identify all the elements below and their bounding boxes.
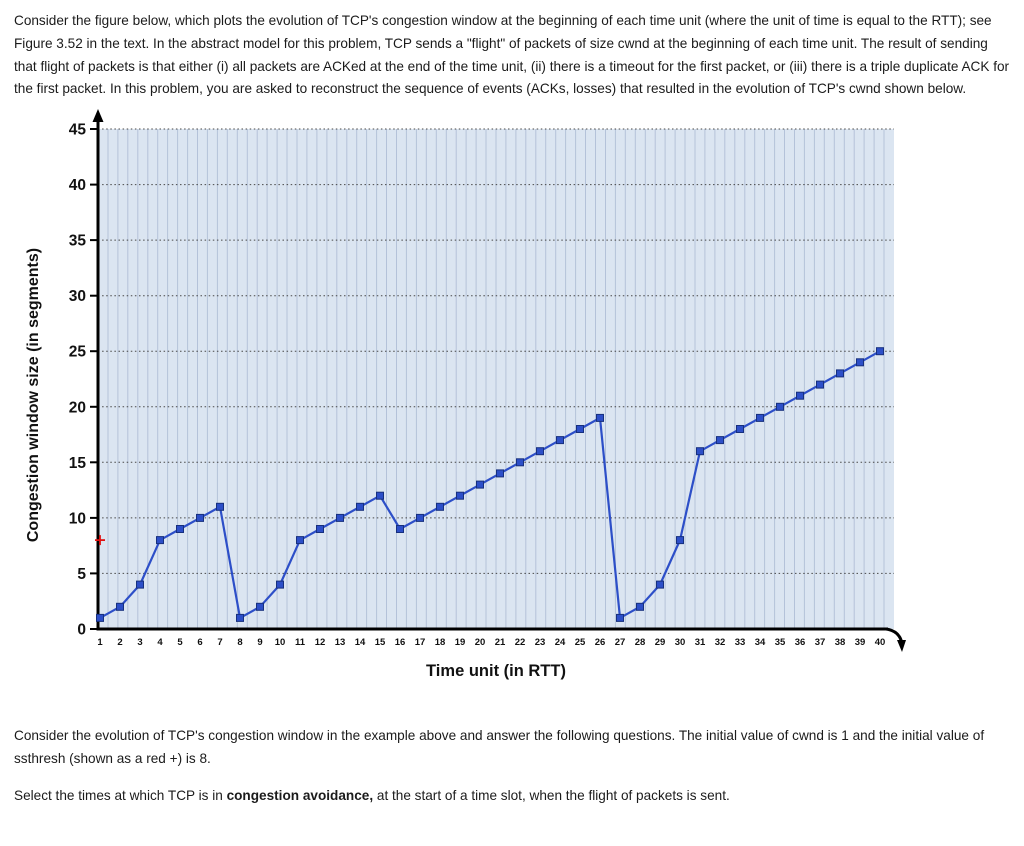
svg-text:21: 21 [495,637,506,648]
x-axis-arrowhead [897,640,906,653]
question-page: Consider the figure below, which plots t… [0,10,1024,808]
svg-text:32: 32 [715,637,726,648]
svg-text:30: 30 [69,289,86,306]
y-tick-labels: 0 5 10 15 20 25 30 35 40 45 [69,122,87,639]
svg-text:23: 23 [535,637,546,648]
svg-text:4: 4 [157,637,163,648]
svg-text:5: 5 [77,566,86,583]
cwnd-chart: Congestion window size (in segments) 0 5 1… [25,107,948,681]
x-axis-title: Time unit (in RTT) [426,662,566,681]
svg-text:12: 12 [315,637,326,648]
svg-text:40: 40 [69,177,86,194]
y-tick-marks [90,128,98,631]
svg-text:20: 20 [475,637,486,648]
svg-text:40: 40 [875,637,886,648]
svg-text:9: 9 [257,637,262,648]
svg-text:24: 24 [555,637,566,648]
svg-text:5: 5 [177,637,183,648]
svg-text:20: 20 [69,400,86,417]
question-prefix: Select the times at which TCP is in [14,787,227,803]
question-text: Select the times at which TCP is in cong… [14,785,1010,808]
svg-text:15: 15 [69,455,87,472]
y-axis-title: Congestion window size (in segments) [25,248,42,543]
svg-text:39: 39 [855,637,866,648]
svg-text:25: 25 [575,637,586,648]
svg-text:31: 31 [695,637,706,648]
svg-text:7: 7 [217,637,222,648]
svg-text:1: 1 [97,637,103,648]
svg-text:0: 0 [77,622,86,639]
svg-text:45: 45 [69,122,87,139]
svg-text:17: 17 [415,637,426,648]
horizontal-gridlines [98,128,894,575]
svg-text:26: 26 [595,637,606,648]
svg-text:10: 10 [69,511,86,528]
svg-text:25: 25 [69,344,87,361]
svg-text:35: 35 [69,233,87,250]
question-bold-phrase: congestion avoidance, [226,787,374,803]
svg-text:16: 16 [395,637,406,648]
svg-text:22: 22 [515,637,526,648]
svg-text:34: 34 [755,637,766,648]
svg-text:2: 2 [117,637,122,648]
cwnd-line [99,350,881,620]
svg-text:27: 27 [615,637,626,648]
svg-text:15: 15 [375,637,386,648]
svg-text:37: 37 [815,637,826,648]
svg-text:30: 30 [675,637,686,648]
svg-text:11: 11 [295,637,306,648]
question-suffix: at the start of a time slot, when the fl… [373,787,730,803]
svg-text:36: 36 [795,637,806,648]
svg-text:35: 35 [775,637,786,648]
svg-text:10: 10 [275,637,286,648]
svg-text:28: 28 [635,637,646,648]
svg-text:8: 8 [237,637,242,648]
cwnd-markers [96,347,884,623]
problem-statement: Consider the figure below, which plots t… [14,13,1010,97]
ssthresh-plus-marker [95,535,105,546]
svg-text:3: 3 [137,637,142,648]
svg-text:6: 6 [197,637,202,648]
svg-text:29: 29 [655,637,666,648]
svg-text:14: 14 [355,637,366,648]
svg-text:38: 38 [835,637,846,648]
svg-text:13: 13 [335,637,346,648]
x-tick-labels: 1 2 3 4 5 6 7 8 9 10 11 12 13 14 15 16 17 18 19 20 21 22 23 24 2… [97,637,885,648]
followup-text: Consider the evolution of TCP's congesti… [14,728,985,767]
y-axis-arrow [92,109,104,123]
svg-text:18: 18 [435,637,446,648]
svg-text:19: 19 [455,637,466,648]
svg-text:33: 33 [735,637,746,648]
